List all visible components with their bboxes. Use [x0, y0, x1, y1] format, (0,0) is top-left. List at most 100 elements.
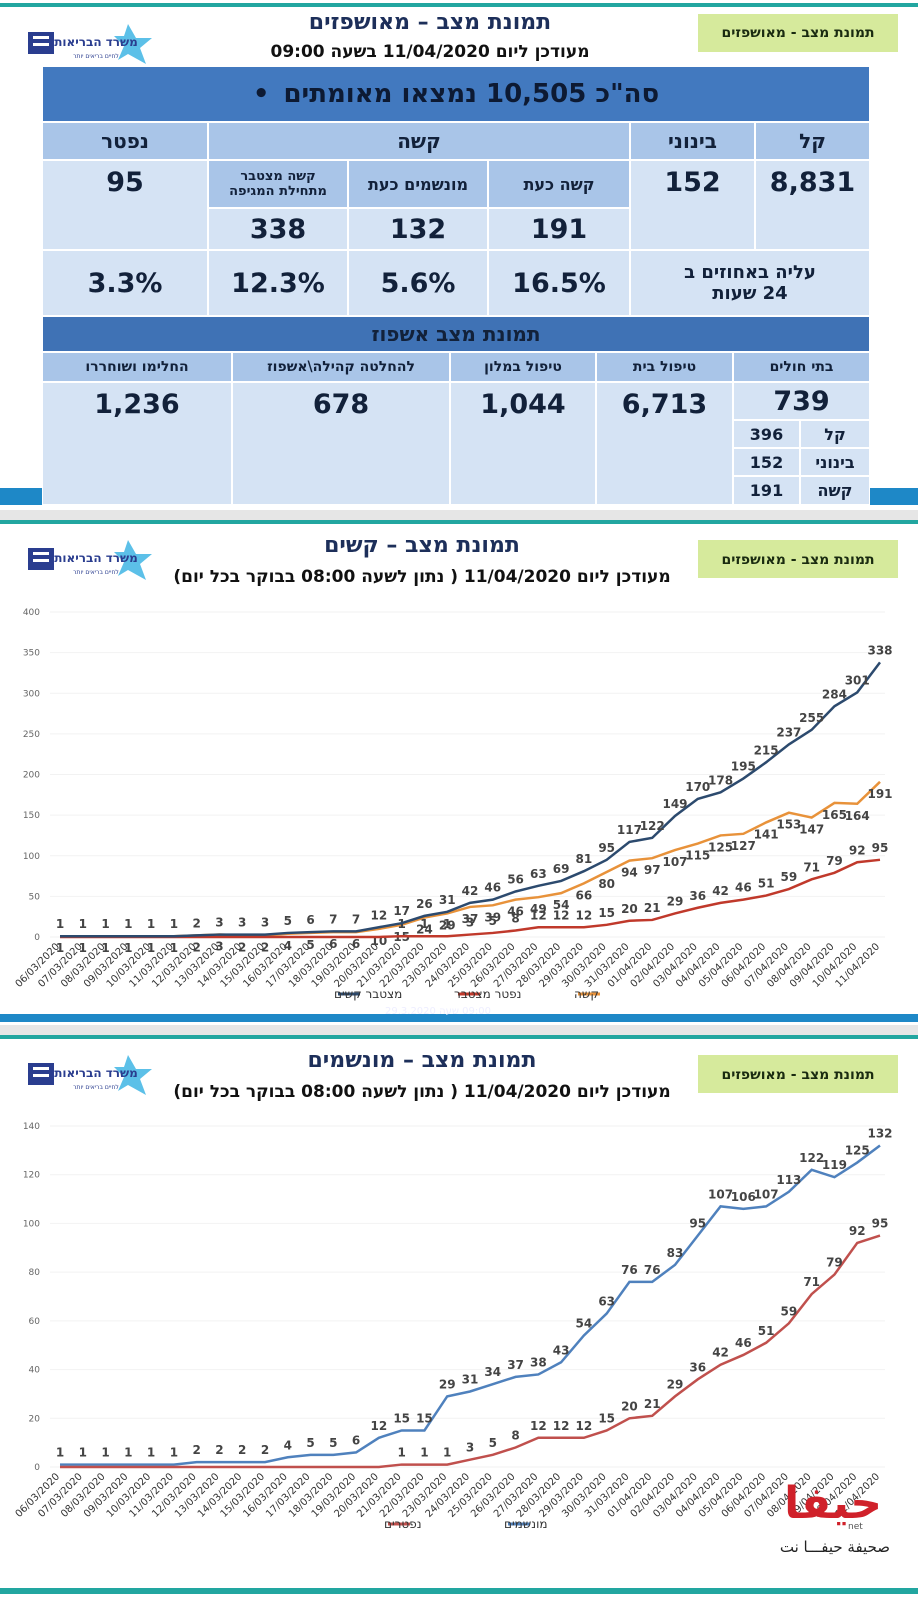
- panel-summary: משרד הבריאות לחיים בריאים יותר תמונת מצב …: [0, 0, 918, 510]
- breakdown-value: 191: [733, 476, 800, 505]
- series-line: [60, 1144, 881, 1466]
- data-label: 46: [507, 905, 524, 919]
- data-label: 51: [758, 1324, 775, 1338]
- data-label: 92: [849, 1224, 866, 1238]
- breakdown-label: קל: [800, 420, 870, 448]
- value-cell: 8,831: [755, 160, 870, 250]
- chart-title: תמונת מצב – מונשמים: [307, 1048, 536, 1073]
- data-label: 125: [845, 1144, 870, 1158]
- data-label: 107: [708, 1187, 733, 1201]
- logo-mark: [33, 36, 49, 39]
- data-label: 153: [776, 818, 801, 832]
- data-label: 92: [849, 843, 866, 857]
- data-label: 4: [284, 939, 292, 953]
- data-label: 17: [393, 904, 410, 918]
- data-label: 15: [598, 906, 615, 920]
- data-label: 1: [147, 917, 155, 931]
- legend-label: מונשמים: [504, 1517, 548, 1531]
- data-label: 39: [484, 910, 501, 924]
- data-label: 1: [56, 941, 64, 955]
- data-label: 2: [192, 940, 200, 954]
- value-cell: 132: [348, 208, 488, 250]
- data-label: 12: [576, 908, 593, 922]
- data-label: 147: [799, 823, 824, 837]
- data-label: 29: [667, 1377, 684, 1391]
- data-label: 106: [731, 1190, 756, 1204]
- change-cell: 3.3%: [42, 250, 208, 316]
- breakdown-label: בינוני: [800, 448, 870, 476]
- data-label: 12: [553, 908, 570, 922]
- data-label: 31: [462, 1372, 479, 1386]
- series-line: [60, 661, 881, 938]
- data-label: 37: [462, 912, 479, 926]
- logo-svg: משרד הבריאות לחיים בריאים יותר: [28, 24, 152, 64]
- logo-mark: [33, 552, 49, 555]
- data-label: 6: [306, 913, 314, 927]
- y-tick-label: 0: [34, 933, 40, 943]
- data-label: 46: [735, 881, 752, 895]
- logo: משרד הבריאות לחיים בריאים יותר: [28, 1055, 152, 1095]
- legend-label: מצטבר קשים: [334, 987, 402, 1001]
- data-label: 29: [439, 918, 456, 932]
- data-label: 69: [553, 862, 570, 876]
- logo-mark: [33, 43, 49, 46]
- data-label: 2: [238, 940, 246, 954]
- title: תמונת מצב – מאושפזים: [308, 10, 552, 35]
- top-rule: [0, 1035, 918, 1039]
- logo-name: משרד הבריאות: [54, 35, 138, 49]
- data-label: 46: [484, 881, 501, 895]
- logo-star: [114, 24, 152, 64]
- data-label: 119: [822, 1158, 847, 1172]
- data-label: 165: [822, 808, 847, 822]
- data-label: 2: [261, 1443, 269, 1457]
- data-label: 5: [489, 914, 497, 928]
- data-label: 63: [530, 867, 547, 881]
- data-label: 1: [420, 917, 428, 931]
- data-label: 1: [101, 1446, 109, 1460]
- data-label: 95: [872, 1217, 889, 1231]
- breakdown-label: קשה: [800, 476, 870, 505]
- data-label: 51: [758, 877, 775, 891]
- data-label: 56: [507, 873, 524, 887]
- change-cell: 16.5%: [488, 250, 630, 316]
- logo: משרד הבריאות לחיים בריאים יותר: [28, 24, 158, 72]
- data-label: 1: [170, 941, 178, 955]
- data-label: 122: [799, 1151, 824, 1165]
- hosp-value: 1,044: [450, 382, 596, 505]
- top-rule: [0, 3, 918, 7]
- data-label: 24: [416, 923, 433, 937]
- data-label: 5: [329, 1436, 337, 1450]
- data-label: 76: [644, 1263, 661, 1277]
- data-label: 125: [708, 840, 733, 854]
- data-label: 113: [776, 1173, 801, 1187]
- logo-slogan: לחיים בריאים יותר: [73, 53, 119, 60]
- subtitle: מעודכן ליום 11/04/2020 בשעה 09:00: [270, 42, 590, 62]
- watermark: حيفا net صحيفة حيفـــا نت: [730, 1478, 890, 1568]
- y-tick-label: 50: [29, 892, 41, 902]
- data-label: 1: [124, 1446, 132, 1460]
- data-label: 178: [708, 773, 733, 787]
- data-label: 115: [685, 849, 710, 863]
- subheader-cell: מונשמים כעת: [348, 160, 488, 208]
- data-label: 15: [393, 1411, 410, 1425]
- data-label: 95: [598, 841, 615, 855]
- data-label: 26: [416, 897, 433, 911]
- y-tick-label: 20: [29, 1414, 41, 1424]
- header-cell: קשה: [208, 122, 630, 160]
- data-label: 1: [443, 1446, 451, 1460]
- subheader-cell: קשה מצטבר מתחילת המגיפה: [208, 160, 348, 208]
- data-label: 8: [511, 1429, 519, 1443]
- hosp-value: 739: [733, 382, 870, 420]
- data-label: 117: [617, 823, 642, 837]
- logo-slogan: לחיים בריאים יותר: [73, 1084, 119, 1091]
- data-label: 132: [867, 1126, 892, 1140]
- data-label: 3: [215, 916, 223, 930]
- data-label: 2: [215, 1443, 223, 1457]
- y-tick-label: 60: [29, 1317, 41, 1327]
- chart-subtitle: מעודכן ליום 11/04/2020 ( נתון לשעה 08:00…: [173, 567, 670, 587]
- data-label: 5: [306, 938, 314, 952]
- data-label: 1: [443, 917, 451, 931]
- separator: [0, 510, 918, 520]
- data-label: 237: [776, 725, 801, 739]
- legend-label: נפטר מצטבר: [454, 987, 521, 1001]
